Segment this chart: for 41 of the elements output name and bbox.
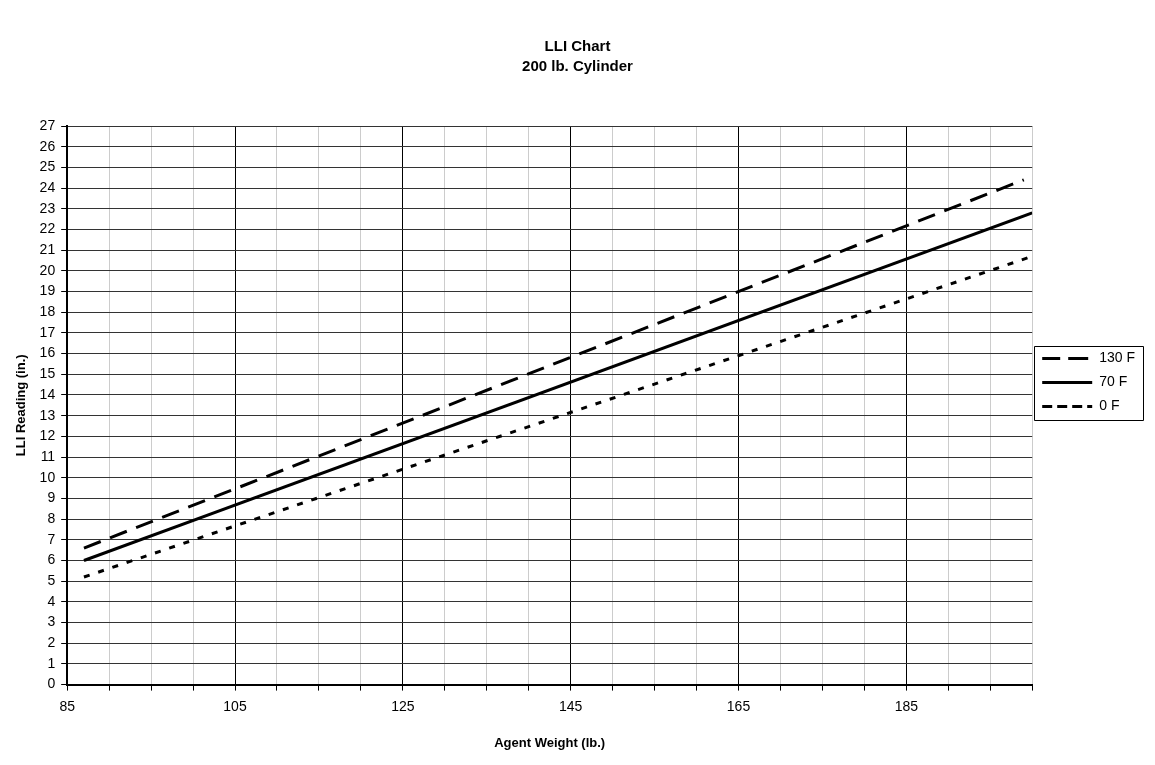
legend-label: 0 F	[1099, 397, 1120, 414]
legend-label: 130 F	[1099, 349, 1136, 366]
y-tick-label: 2	[47, 634, 56, 651]
y-tick-label: 22	[39, 220, 56, 237]
y-tick-label: 25	[39, 158, 56, 175]
y-tick-label: 27	[39, 116, 56, 133]
x-tick-label: 145	[558, 697, 583, 714]
y-tick-label: 9	[47, 489, 56, 506]
y-tick-label: 5	[47, 572, 56, 589]
y-tick-label: 14	[39, 385, 56, 402]
x-tick-label: 185	[894, 697, 919, 714]
y-tick-label: 4	[47, 592, 56, 609]
y-tick-label: 6	[47, 551, 56, 568]
y-tick-label: 13	[39, 406, 56, 423]
y-axis-title: LLI Reading (in.)	[13, 354, 29, 457]
x-tick-label: 105	[223, 697, 247, 714]
x-tick-label: 165	[726, 697, 751, 714]
y-tick-label: 17	[39, 323, 56, 340]
y-tick-label: 1	[47, 654, 56, 671]
y-tick-label: 24	[39, 178, 56, 195]
y-tick-label: 16	[39, 344, 56, 361]
y-tick-label: 7	[47, 530, 56, 547]
legend-label: 70 F	[1099, 373, 1128, 390]
y-tick-label: 21	[39, 240, 56, 257]
y-tick-label: 8	[47, 509, 56, 526]
x-tick-label: 85	[59, 697, 76, 714]
y-tick-label: 11	[40, 447, 56, 464]
chart-title: LLI Chart	[544, 37, 611, 55]
y-tick-label: 0	[47, 675, 56, 692]
chart-subtitle: 200 lb. Cylinder	[522, 57, 634, 75]
y-tick-label: 12	[39, 427, 56, 444]
y-tick-label: 20	[39, 261, 56, 278]
y-tick-label: 18	[39, 303, 56, 320]
x-tick-label: 125	[391, 697, 415, 714]
y-tick-label: 3	[47, 613, 56, 630]
y-tick-label: 26	[39, 137, 56, 154]
x-axis-title: Agent Weight (lb.)	[494, 734, 606, 750]
y-tick-label: 10	[39, 468, 56, 485]
y-tick-label: 23	[39, 199, 56, 216]
y-tick-label: 15	[39, 365, 56, 382]
y-tick-label: 19	[39, 282, 56, 299]
